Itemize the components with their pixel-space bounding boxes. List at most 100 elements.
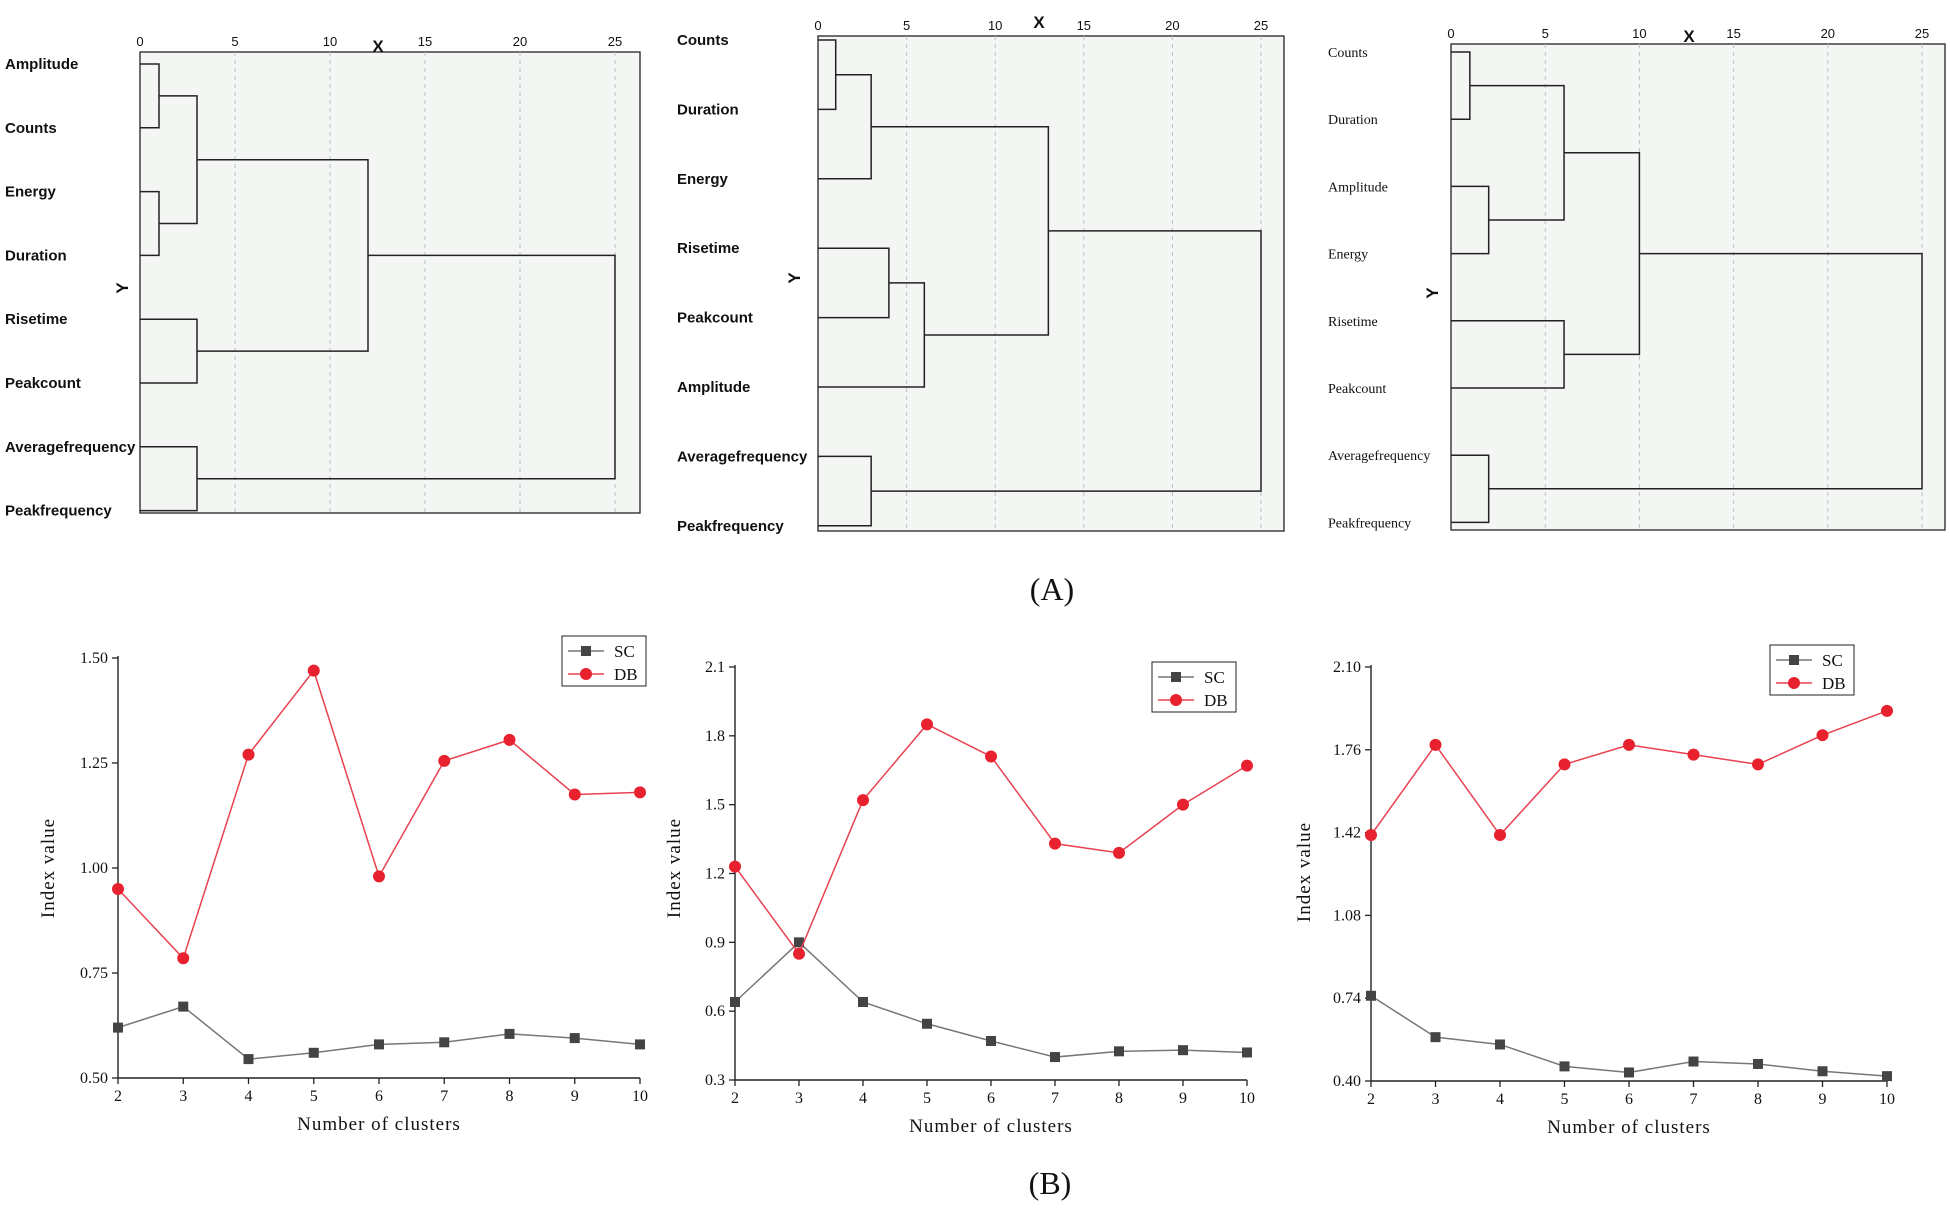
sc-point: [504, 1028, 515, 1039]
db-point: [793, 947, 805, 960]
x-tick-label: 2: [731, 1090, 739, 1107]
sc-point: [922, 1018, 932, 1029]
leaf-label: Peakcount: [1328, 382, 1386, 397]
x-tick-label: 0: [814, 18, 821, 33]
db-point: [1623, 738, 1635, 751]
db-point: [1687, 748, 1700, 761]
series-line-sc: [117, 1005, 641, 1060]
y-axis-label: Index value: [664, 818, 685, 918]
line-chart-1: 0.50 0.75 1.00 1.25 1.50 2 3 4 5 6 7 8 9 10 Number of …: [38, 635, 648, 1135]
leaf-label: Counts: [5, 120, 57, 137]
sc-point: [243, 1054, 254, 1065]
series-line-db: [117, 669, 641, 960]
legend-box: [1769, 644, 1855, 696]
sc-point: [1242, 1047, 1252, 1058]
y-tick-label: 0.9: [705, 934, 725, 951]
db-point: [1049, 837, 1061, 850]
sc-point: [635, 1039, 645, 1050]
dendrogram-panel: [139, 51, 641, 514]
db-point: [568, 788, 581, 801]
y-tick-label: 2.1: [705, 659, 725, 676]
x-tick-label: 3: [1432, 1091, 1440, 1108]
sc-point: [439, 1037, 450, 1048]
y-tick-label: 2.10: [1333, 659, 1361, 676]
dendrogram-link: [871, 230, 1262, 492]
dendrogram-3: 0 5 10 15 20 25 X Y Counts Duration Amplitude Energ…: [1328, 26, 1946, 531]
sc-point: [1495, 1039, 1505, 1050]
x-tick-label: 10: [988, 18, 1002, 33]
db-point: [1177, 798, 1189, 811]
legend-label: SC: [1822, 651, 1843, 670]
db-point: [1241, 759, 1253, 772]
x-tick-label: 10: [323, 34, 337, 49]
db-point: [1494, 829, 1506, 842]
caption-a: (A): [1030, 571, 1074, 607]
db-point: [1752, 758, 1764, 771]
y-tick-label: 0.75: [80, 965, 108, 982]
y-tick-label: 1.42: [1333, 825, 1361, 842]
db-point: [112, 883, 124, 895]
db-point: [729, 860, 741, 873]
db-point: [921, 718, 933, 731]
y-tick-label: 1.08: [1333, 907, 1361, 924]
legend-label: SC: [614, 642, 635, 661]
x-tick-label: 10: [1239, 1090, 1255, 1107]
db-point: [985, 750, 997, 763]
x-tick-label: 15: [418, 34, 432, 49]
x-tick-label: 2: [114, 1088, 122, 1105]
leaf-label: Averagefrequency: [5, 439, 136, 456]
x-tick-label: 9: [1819, 1091, 1827, 1108]
leaf-label: Peakcount: [677, 310, 753, 327]
legend-label: DB: [1822, 674, 1846, 693]
leaf-label: Peakfrequency: [1328, 516, 1411, 531]
x-tick-label: 5: [903, 18, 910, 33]
db-point: [438, 754, 451, 767]
x-tick-label: 9: [571, 1088, 579, 1105]
x-tick-label: 5: [923, 1090, 931, 1107]
sc-point: [858, 996, 868, 1007]
y-tick-label: 1.00: [80, 860, 108, 877]
leaf-label: Peakcount: [5, 375, 81, 392]
x-tick-label: 20: [1821, 26, 1835, 41]
y-tick-label: 1.50: [80, 650, 108, 667]
leaf-label: Amplitude: [1328, 180, 1388, 195]
sc-point: [178, 1001, 189, 1012]
y-axis-label: Y: [785, 272, 804, 284]
db-point: [1881, 704, 1893, 717]
x-tick-label: 5: [1561, 1091, 1569, 1108]
y-tick-label: 1.8: [705, 728, 725, 745]
series-line-sc: [1370, 995, 1888, 1077]
x-tick-label: 6: [375, 1088, 383, 1105]
leaf-label: Amplitude: [677, 379, 750, 396]
legend: SC DB: [561, 635, 647, 687]
sc-point: [1050, 1052, 1060, 1063]
leaf-label: Risetime: [1328, 315, 1378, 330]
db-point: [373, 870, 385, 883]
legend-label: DB: [1204, 691, 1228, 710]
x-tick-label: 0: [136, 34, 143, 49]
dendrogram-link: [1488, 252, 1923, 490]
x-tick-label: 20: [1165, 18, 1179, 33]
sc-point: [1753, 1058, 1763, 1069]
y-tick-label: 0.40: [1333, 1073, 1361, 1090]
leaf-label: Risetime: [5, 311, 68, 328]
db-point: [503, 733, 516, 746]
legend-marker-sc: [581, 646, 591, 656]
db-point: [857, 794, 869, 807]
y-axis-label: Y: [113, 282, 132, 294]
y-tick-label: 1.5: [705, 797, 725, 814]
sc-point: [730, 996, 740, 1007]
y-tick-label: 0.50: [80, 1070, 108, 1087]
x-tick-label: 25: [608, 34, 622, 49]
sc-point: [986, 1035, 996, 1046]
y-tick-label: 0.3: [705, 1072, 725, 1089]
x-tick-label: 5: [1542, 26, 1549, 41]
legend-marker-sc: [1789, 655, 1799, 665]
x-tick-label: 10: [1632, 26, 1646, 41]
x-tick-label: 6: [987, 1090, 995, 1107]
y-axis-label: Index value: [1294, 822, 1315, 922]
legend-marker-db: [1788, 677, 1800, 689]
legend-marker-sc: [1171, 672, 1181, 682]
x-tick-label: 5: [231, 34, 238, 49]
db-point: [1558, 758, 1571, 771]
